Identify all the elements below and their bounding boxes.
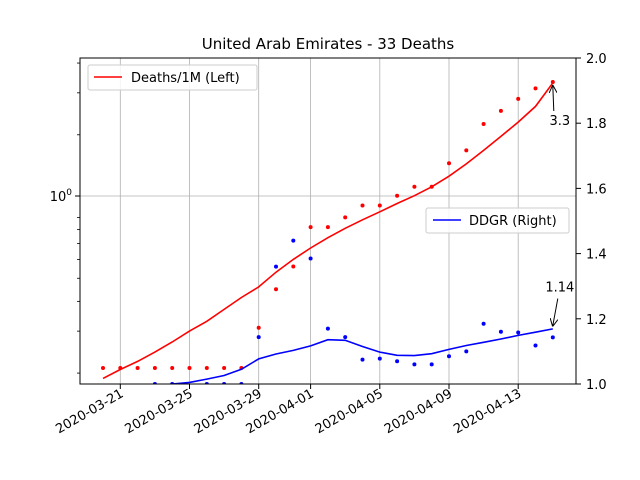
data-point-ddgr — [395, 359, 400, 364]
data-point-ddgr — [308, 256, 313, 261]
chart-title: United Arab Emirates - 33 Deaths — [202, 35, 455, 53]
data-point-deaths — [135, 366, 140, 370]
right-tick-label: 1.0 — [586, 378, 607, 393]
legend-frame — [87, 64, 258, 91]
data-point-deaths — [291, 264, 296, 269]
data-point-deaths — [204, 366, 209, 370]
annotation-label: 3.3 — [549, 114, 570, 129]
data-point-deaths — [152, 366, 157, 370]
data-point-ddgr — [256, 335, 261, 340]
plot-frame — [79, 57, 577, 385]
plot-area — [80, 80, 576, 393]
data-point-ddgr — [412, 362, 417, 367]
data-point-deaths — [101, 366, 105, 370]
data-point-deaths — [516, 96, 521, 101]
series-line-deaths — [102, 82, 554, 380]
annotation-arrow — [553, 298, 559, 326]
data-point-ddgr — [360, 357, 365, 362]
data-point-ddgr — [550, 335, 555, 340]
data-point-deaths — [325, 225, 330, 230]
legend-deaths: Deaths/1M (Left) — [87, 64, 258, 91]
data-point-deaths — [550, 80, 555, 84]
legend-frame — [425, 207, 570, 234]
right-tick-label: 1.8 — [586, 117, 607, 132]
x-tick-label: 2020-03-21 — [53, 386, 126, 437]
data-point-ddgr — [516, 330, 521, 335]
data-point-deaths — [464, 148, 469, 153]
data-point-ddgr — [447, 354, 451, 359]
legend-label-deaths: Deaths/1M (Left) — [131, 71, 240, 86]
right-tick-label: 1.2 — [586, 313, 607, 328]
annotation-label: 1.14 — [545, 281, 574, 296]
data-point-deaths — [395, 193, 400, 198]
x-tick-label: 2020-04-13 — [451, 386, 524, 437]
data-point-deaths — [429, 184, 434, 189]
left-axis: 100 — [50, 62, 80, 374]
x-tick-label: 2020-04-09 — [382, 386, 455, 437]
data-point-ddgr — [291, 238, 296, 243]
data-point-ddgr — [429, 362, 434, 367]
x-axis: 2020-03-212020-03-252020-03-292020-04-01… — [53, 384, 524, 437]
data-point-ddgr — [377, 356, 382, 361]
data-point-deaths — [498, 108, 503, 113]
data-point-deaths — [170, 366, 175, 370]
left-tick-label: 100 — [50, 188, 73, 205]
data-point-deaths — [447, 161, 451, 166]
data-point-ddgr — [464, 349, 469, 354]
data-point-deaths — [481, 122, 486, 126]
x-tick-label: 2020-03-25 — [123, 386, 196, 437]
data-point-deaths — [274, 287, 278, 292]
data-point-deaths — [308, 225, 313, 230]
right-axis: 1.0 1.2 1.4 1.6 1.8 2.0 — [576, 52, 607, 393]
data-point-deaths — [533, 86, 538, 91]
data-point-deaths — [256, 325, 261, 330]
data-point-ddgr — [274, 264, 278, 269]
data-point-ddgr — [498, 329, 503, 334]
data-point-ddgr — [343, 335, 348, 340]
data-point-deaths — [360, 203, 365, 208]
data-point-deaths — [412, 184, 417, 189]
annotations: 3.3 1.14 — [545, 86, 574, 326]
right-tick-label: 2.0 — [586, 52, 607, 67]
right-tick-label: 1.6 — [586, 182, 607, 197]
right-tick-label: 1.4 — [586, 248, 607, 263]
legend-label-ddgr: DDGR (Right) — [469, 214, 557, 229]
data-point-ddgr — [101, 385, 105, 389]
data-point-ddgr — [136, 389, 140, 393]
series-line-ddgr — [163, 328, 553, 384]
annotation-arrow — [553, 86, 554, 111]
data-point-deaths — [377, 203, 382, 208]
legend-ddgr: DDGR (Right) — [425, 207, 570, 234]
data-point-deaths — [343, 215, 348, 220]
data-point-ddgr — [481, 321, 486, 326]
data-point-deaths — [118, 366, 123, 370]
data-point-ddgr — [325, 326, 330, 331]
data-point-deaths — [187, 366, 192, 370]
data-point-ddgr — [533, 343, 538, 348]
x-tick-label: 2020-04-05 — [313, 386, 386, 437]
data-point-deaths — [222, 366, 227, 370]
